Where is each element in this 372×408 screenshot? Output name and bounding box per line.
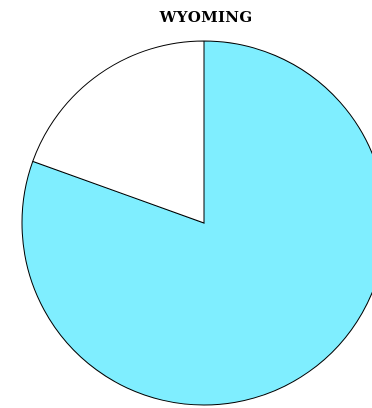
chart-title: WYOMING xyxy=(159,8,253,26)
pie-slice-2 xyxy=(32,40,205,224)
pie-slice-1 xyxy=(21,40,372,406)
